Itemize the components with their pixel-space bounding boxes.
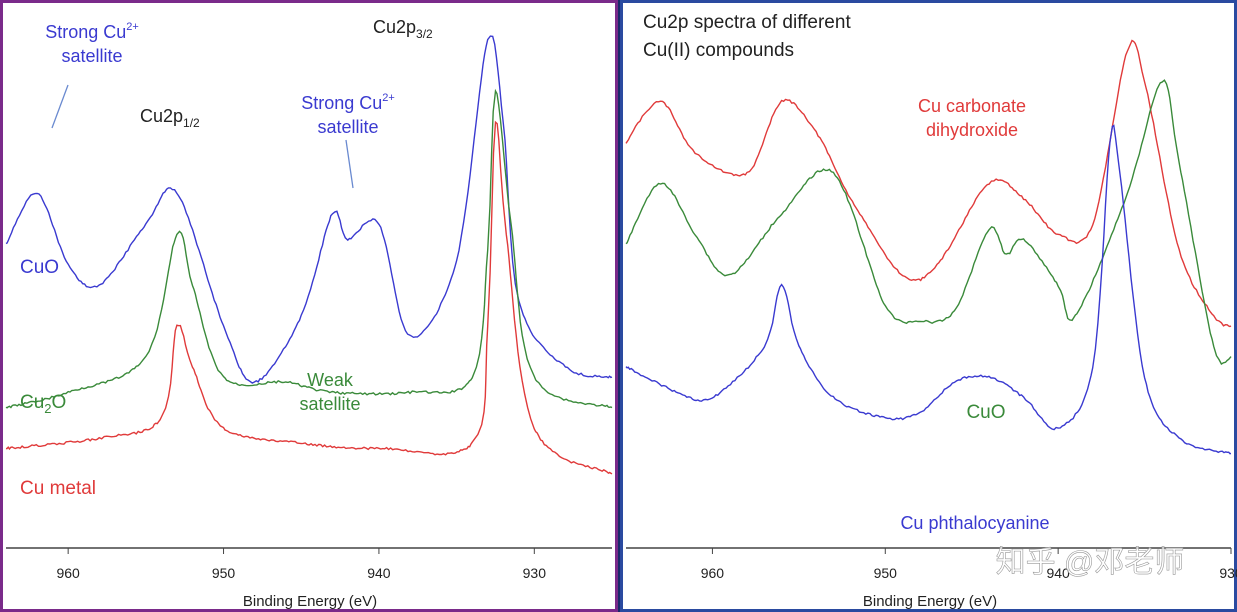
series-layer xyxy=(5,35,1232,475)
cu2p12-label: Cu2p1/2 xyxy=(140,106,200,130)
cu2p32-label: Cu2p3/2 xyxy=(373,17,433,41)
right-series-cu-phthalocyanine xyxy=(625,124,1232,455)
cu-metal-label: Cu metal xyxy=(20,478,96,499)
strong-satellite-label-1b: satellite xyxy=(61,46,122,66)
left-xlabel: Binding Energy (eV) xyxy=(243,593,377,610)
left-tick-label-940: 940 xyxy=(367,565,391,581)
left-tick-label-950: 950 xyxy=(212,565,236,581)
right-tick-label-940: 940 xyxy=(1046,565,1070,581)
left-tick-label-960: 960 xyxy=(56,565,80,581)
left-chart-panel xyxy=(0,0,618,612)
strong-satellite-label-2b: satellite xyxy=(317,117,378,137)
left-series-cu2o xyxy=(5,88,613,409)
left-series-cuo xyxy=(5,35,613,384)
weak-satellite-label-b: satellite xyxy=(299,394,360,414)
right-chart-title-b: Cu(II) compounds xyxy=(643,40,794,61)
carbonate-label-b: dihydroxide xyxy=(926,120,1018,140)
right-series-cuo xyxy=(625,79,1232,365)
left-ticks: 960 950 940 930 xyxy=(56,548,546,581)
right-series-cu-carbonate-dihydroxide xyxy=(625,39,1232,328)
right-chart-title: Cu2p spectra of different xyxy=(643,12,851,33)
right-xlabel: Binding Energy (eV) xyxy=(863,593,997,610)
cu2o-label: Cu2O xyxy=(20,392,66,416)
cuo-label-left: CuO xyxy=(20,257,59,278)
watermark: 知乎 @邓老师 xyxy=(996,546,1185,579)
satellite-pointer-1 xyxy=(51,84,69,129)
cuo-label-right: CuO xyxy=(966,402,1005,423)
right-tick-label-950: 950 xyxy=(874,565,898,581)
phthalocyanine-label: Cu phthalocyanine xyxy=(900,513,1049,533)
right-tick-label-960: 960 xyxy=(701,565,725,581)
left-series-cu-metal xyxy=(5,120,613,475)
carbonate-label: Cu carbonate xyxy=(918,96,1026,116)
right-ticks: 960 950 940 930 xyxy=(701,548,1237,581)
left-tick-label-930: 930 xyxy=(523,565,547,581)
weak-satellite-label: Weak xyxy=(307,370,354,390)
right-tick-label-930: 930 xyxy=(1219,565,1237,581)
strong-satellite-label-2: Strong Cu2+ xyxy=(301,92,395,113)
satellite-pointer-2 xyxy=(345,139,354,189)
strong-satellite-label-1: Strong Cu2+ xyxy=(45,21,139,42)
